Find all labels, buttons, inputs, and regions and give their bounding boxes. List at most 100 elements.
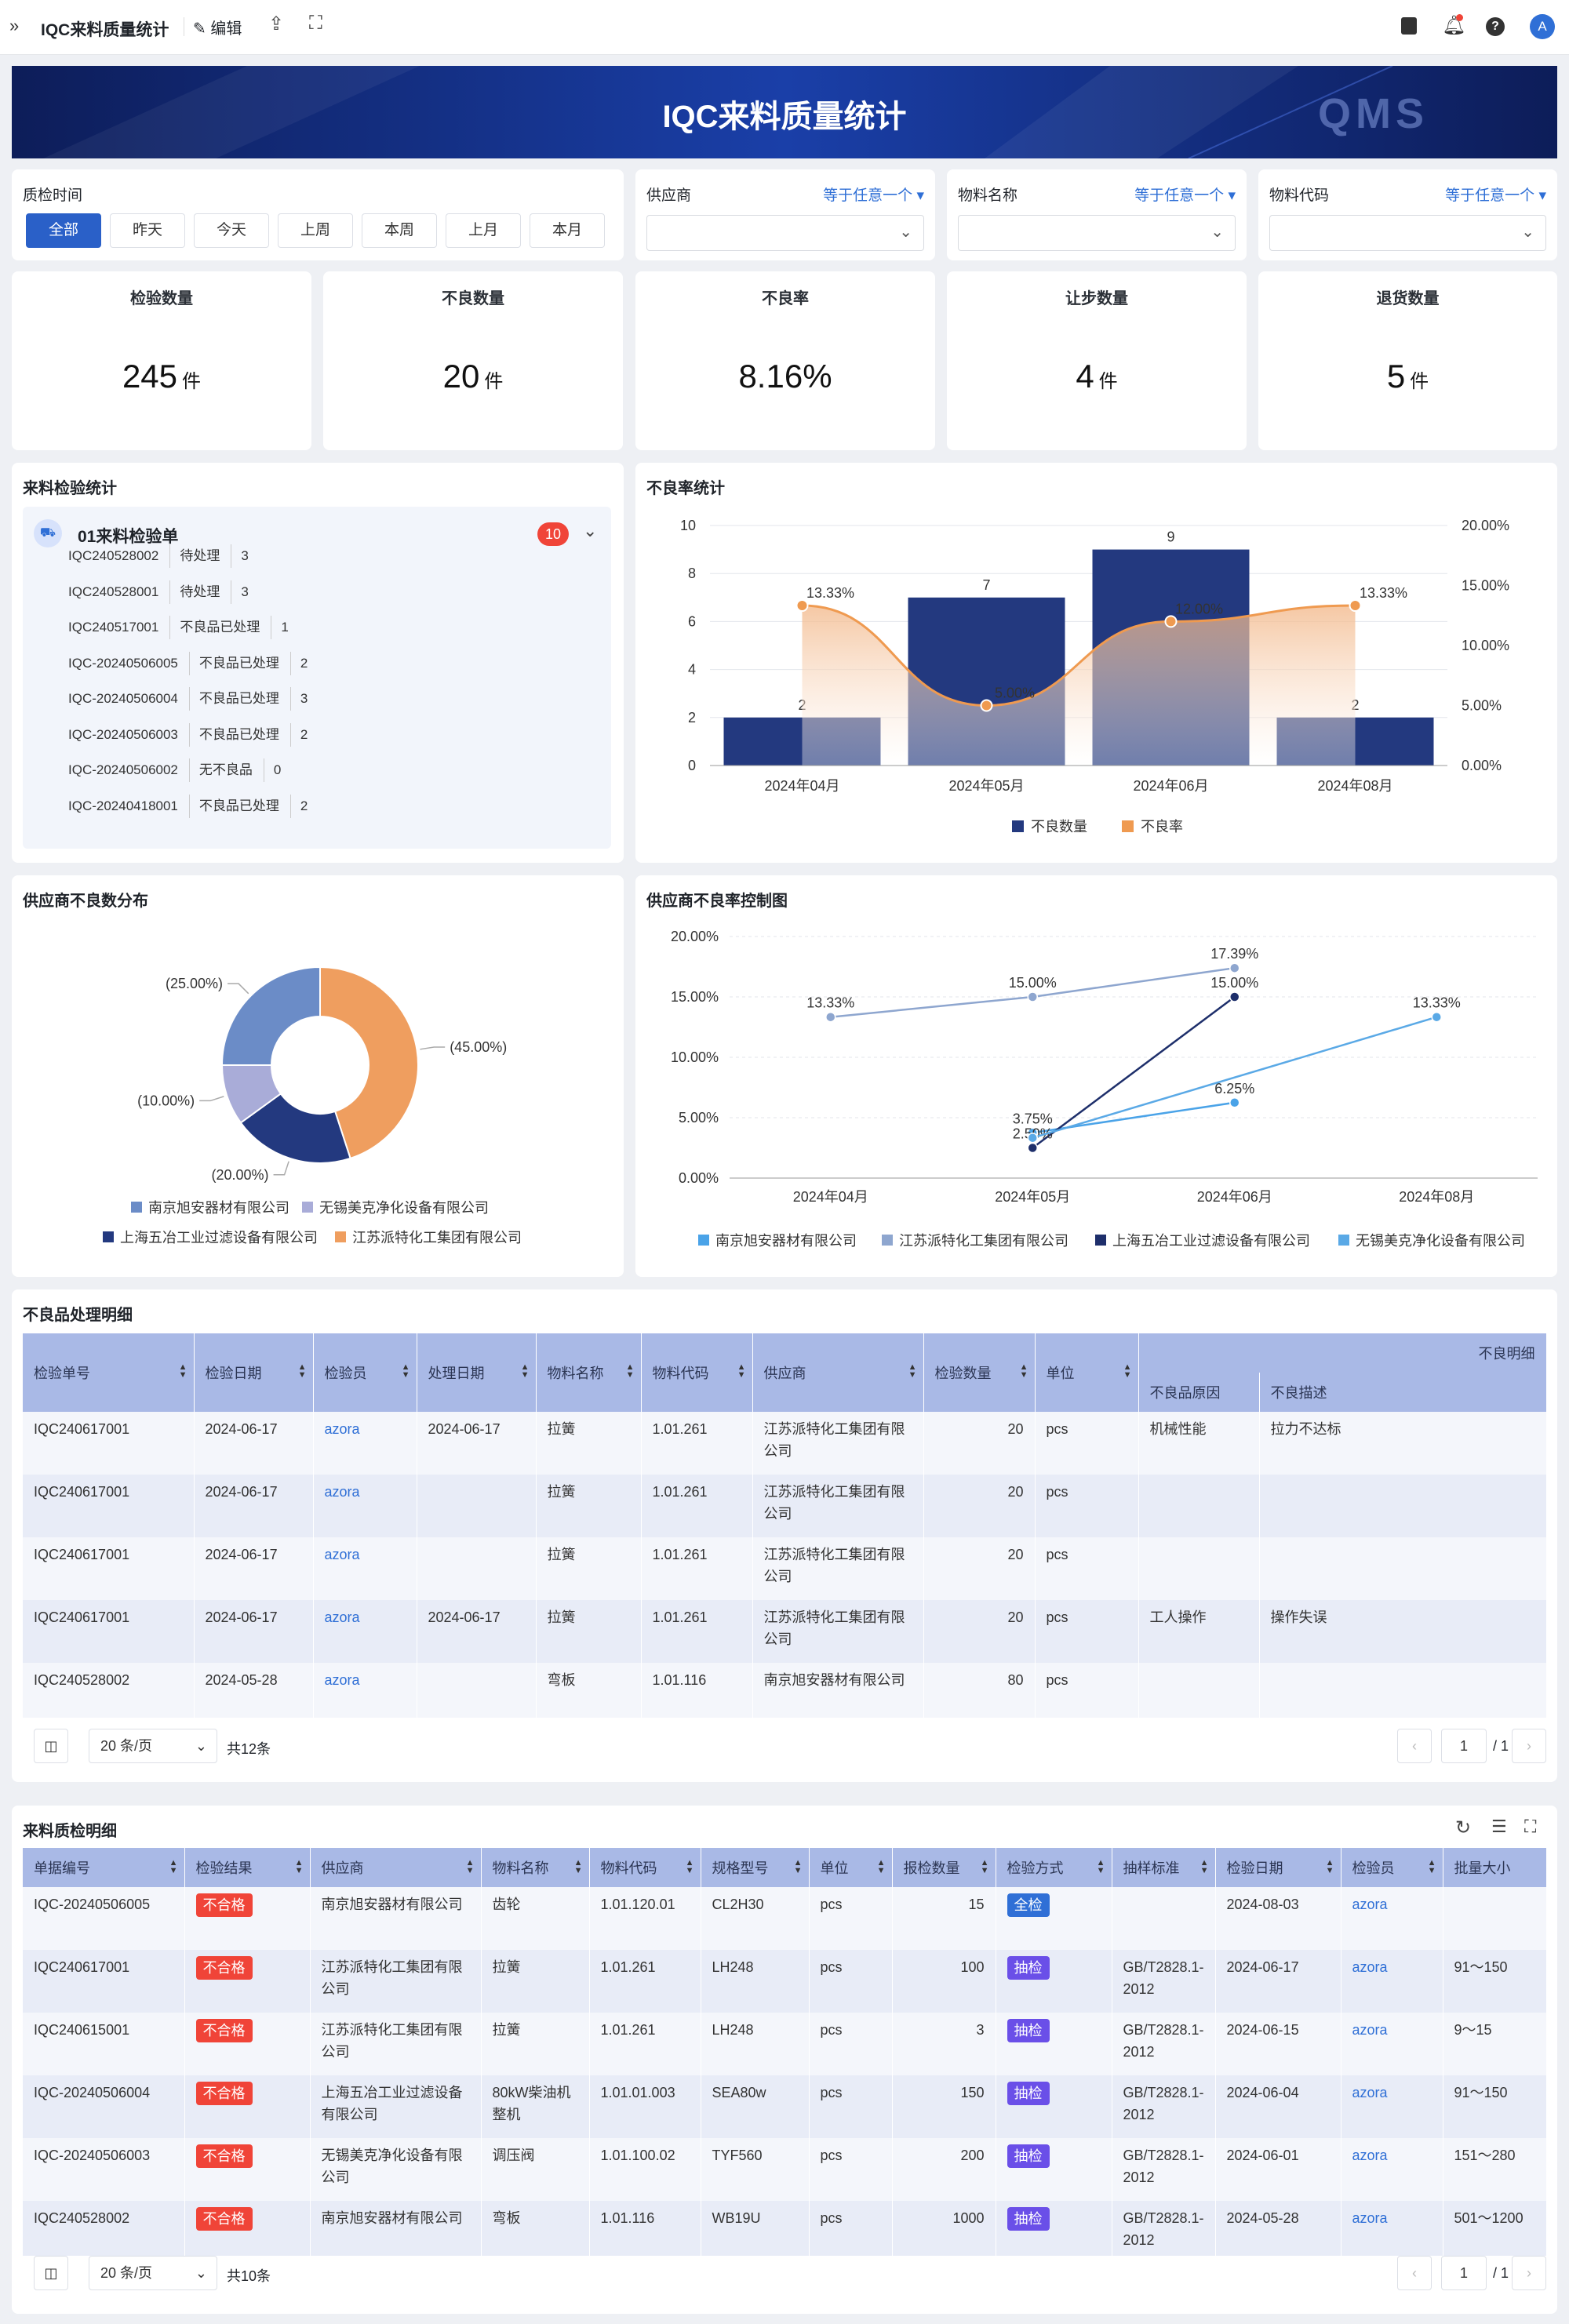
fullscreen-icon[interactable]: ⛶ (1524, 1817, 1537, 1836)
legend-label[interactable]: 无锡美克净化设备有限公司 (319, 1200, 489, 1216)
table-row[interactable]: IQC240617001 2024-06-17 azora 拉簧 1.01.261 江苏派… (23, 1537, 1546, 1600)
sort-icon[interactable]: ▲ ▼ (465, 1858, 475, 1875)
inspection-list-item[interactable]: IQC240517001 不良品已处理 1 (68, 616, 300, 639)
table-row[interactable]: IQC240617001 不合格 江苏派特化工集团有限公司 拉簧 1.01.261 LH2… (23, 1950, 1546, 2013)
expand-sidebar-icon[interactable]: » (9, 16, 20, 35)
column-header[interactable]: 处理日期 ▲ ▼ (417, 1333, 537, 1412)
inspector-link[interactable]: azora (1352, 2022, 1388, 2038)
inspector-link[interactable]: azora (1352, 2085, 1388, 2100)
series-point[interactable] (1229, 962, 1240, 973)
collapse-chevron-icon[interactable]: ⌄ (583, 521, 598, 540)
column-header[interactable]: 不良品原因 (1138, 1373, 1260, 1412)
column-header[interactable]: 不良描述 (1259, 1373, 1546, 1412)
column-header[interactable]: 抽样标准 ▲ ▼ (1112, 1848, 1216, 1887)
supplier-operator-select[interactable]: 等于任意一个 ▾ (823, 184, 924, 205)
column-header[interactable]: 单位 ▲ ▼ (809, 1848, 893, 1887)
sort-icon[interactable]: ▲ ▼ (178, 1362, 187, 1380)
sort-icon[interactable]: ▲ ▼ (625, 1362, 635, 1380)
column-header[interactable]: 检验员 ▲ ▼ (313, 1333, 417, 1412)
inspection-list-item[interactable]: IQC-20240418001 不良品已处理 2 (68, 794, 319, 818)
series-point[interactable] (1027, 1142, 1038, 1154)
page-number-input[interactable]: 1 (1441, 2256, 1487, 2290)
defect-rate-point[interactable] (795, 599, 809, 613)
defect-table-scroll[interactable]: 检验单号 ▲ ▼ 检验日期 ▲ ▼ 检验员 ▲ ▼ 处理日期 ▲ ▼ 物料名称 ▲ ▼ 物料代码 ▲ ▼ 供应商 ▲ ▼… (23, 1333, 1546, 1718)
table-row[interactable]: IQC240615001 不合格 江苏派特化工集团有限公司 拉簧 1.01.261 LH2… (23, 2013, 1546, 2075)
column-header[interactable]: 供应商 ▲ ▼ (752, 1333, 924, 1412)
edit-button[interactable]: ✎ 编辑 (193, 16, 242, 38)
column-settings-button[interactable]: ◫ (34, 2256, 68, 2290)
column-header[interactable]: 批量大小 (1443, 1848, 1546, 1887)
sort-icon[interactable]: ▲ ▼ (1123, 1362, 1132, 1380)
sort-icon[interactable]: ▲ ▼ (573, 1858, 583, 1875)
next-page-button[interactable]: › (1512, 1729, 1546, 1763)
time-last-week-button[interactable]: 上周 (278, 213, 353, 248)
inspection-list-item[interactable]: IQC-20240506003 不良品已处理 2 (68, 722, 319, 747)
column-density-icon[interactable]: ☰ (1491, 1817, 1507, 1836)
sort-icon[interactable]: ▲ ▼ (685, 1858, 694, 1875)
inspection-list-item[interactable]: IQC-20240506002 无不良品 0 (68, 758, 292, 782)
sort-icon[interactable]: ▲ ▼ (1427, 1858, 1436, 1875)
column-header[interactable]: 检验员 ▲ ▼ (1341, 1848, 1443, 1887)
column-header[interactable]: 检验数量 ▲ ▼ (923, 1333, 1036, 1412)
series-point[interactable] (1229, 1097, 1240, 1108)
table-row[interactable]: IQC240617001 2024-06-17 azora 2024-06-17 拉簧 1… (23, 1600, 1546, 1663)
inspector-link[interactable]: azora (324, 1484, 360, 1500)
material-name-select[interactable]: ⌄ (958, 215, 1236, 251)
inspection-list-item[interactable]: IQC-20240506004 不良品已处理 3 (68, 687, 319, 711)
legend-label[interactable]: 南京旭安器材有限公司 (715, 1233, 857, 1249)
sort-icon[interactable]: ▲ ▼ (169, 1858, 178, 1875)
inspector-link[interactable]: azora (1352, 2148, 1388, 2163)
inspector-link[interactable]: azora (1352, 1959, 1388, 1975)
sort-icon[interactable]: ▲ ▼ (520, 1362, 530, 1380)
page-size-select[interactable]: 20 条/页 ⌄ (89, 1729, 217, 1763)
column-header[interactable]: 检验日期 ▲ ▼ (1215, 1848, 1341, 1887)
column-header[interactable]: 单位 ▲ ▼ (1035, 1333, 1139, 1412)
book-icon[interactable] (1401, 17, 1417, 35)
legend-label[interactable]: 上海五冶工业过滤设备有限公司 (1112, 1233, 1310, 1249)
inspection-list-item[interactable]: IQC240528002 待处理 3 (68, 544, 260, 568)
refresh-icon[interactable]: ↻ (1455, 1817, 1472, 1838)
column-header[interactable]: 物料代码 ▲ ▼ (641, 1333, 753, 1412)
pie-slice[interactable] (319, 966, 419, 1160)
legend-label[interactable]: 上海五冶工业过滤设备有限公司 (120, 1230, 318, 1246)
inspector-link[interactable]: azora (324, 1609, 360, 1625)
legend-label[interactable]: 无锡美克净化设备有限公司 (1356, 1233, 1525, 1249)
inspector-link[interactable]: azora (324, 1672, 360, 1688)
supplier-select[interactable]: ⌄ (646, 215, 924, 251)
inspection-group-name[interactable]: 01来料检验单 (78, 528, 179, 546)
sort-icon[interactable]: ▲ ▼ (294, 1858, 304, 1875)
column-header[interactable]: 供应商 ▲ ▼ (310, 1848, 482, 1887)
pie-slice[interactable] (239, 1093, 351, 1164)
sort-icon[interactable]: ▲ ▼ (1200, 1858, 1209, 1875)
sort-icon[interactable]: ▲ ▼ (793, 1858, 803, 1875)
column-header[interactable]: 物料代码 ▲ ▼ (589, 1848, 701, 1887)
column-header[interactable]: 规格型号 ▲ ▼ (701, 1848, 810, 1887)
series-point[interactable] (1431, 1011, 1442, 1023)
sort-icon[interactable]: ▲ ▼ (401, 1362, 410, 1380)
inspector-link[interactable]: azora (324, 1421, 360, 1437)
inspector-link[interactable]: azora (324, 1547, 360, 1562)
time-yesterday-button[interactable]: 昨天 (110, 213, 185, 248)
defect-rate-point[interactable] (1164, 615, 1178, 628)
time-this-month-button[interactable]: 本月 (530, 213, 605, 248)
fullscreen-icon[interactable]: ⛶ (309, 13, 322, 34)
time-today-button[interactable]: 今天 (194, 213, 269, 248)
column-header[interactable]: 单据编号 ▲ ▼ (23, 1848, 185, 1887)
share-icon[interactable]: ⇪ (268, 13, 285, 35)
inspector-link[interactable]: azora (1352, 1897, 1388, 1912)
defect-rate-point[interactable] (1349, 599, 1362, 613)
column-header[interactable]: 检验方式 ▲ ▼ (996, 1848, 1112, 1887)
help-icon[interactable]: ? (1486, 17, 1505, 36)
next-page-button[interactable]: › (1512, 2256, 1546, 2290)
table-row[interactable]: IQC240528002 2024-05-28 azora 弯板 1.01.116 南京旭… (23, 1663, 1546, 1718)
time-this-week-button[interactable]: 本周 (362, 213, 437, 248)
table-row[interactable]: IQC-20240506005 不合格 南京旭安器材有限公司 齿轮 1.01.120.0… (23, 1887, 1546, 1950)
column-header[interactable]: 检验日期 ▲ ▼ (194, 1333, 314, 1412)
time-all-button[interactable]: 全部 (26, 213, 101, 248)
table-row[interactable]: IQC240528002 不合格 南京旭安器材有限公司 弯板 1.01.116 WB19U… (23, 2201, 1546, 2256)
table-row[interactable]: IQC-20240506003 不合格 无锡美克净化设备有限公司 调压阀 1.01.10… (23, 2138, 1546, 2201)
page-number-input[interactable]: 1 (1441, 1729, 1487, 1763)
sort-icon[interactable]: ▲ ▼ (1019, 1362, 1028, 1380)
pie-slice[interactable] (220, 966, 321, 1066)
material-code-operator-select[interactable]: 等于任意一个 ▾ (1445, 184, 1546, 205)
